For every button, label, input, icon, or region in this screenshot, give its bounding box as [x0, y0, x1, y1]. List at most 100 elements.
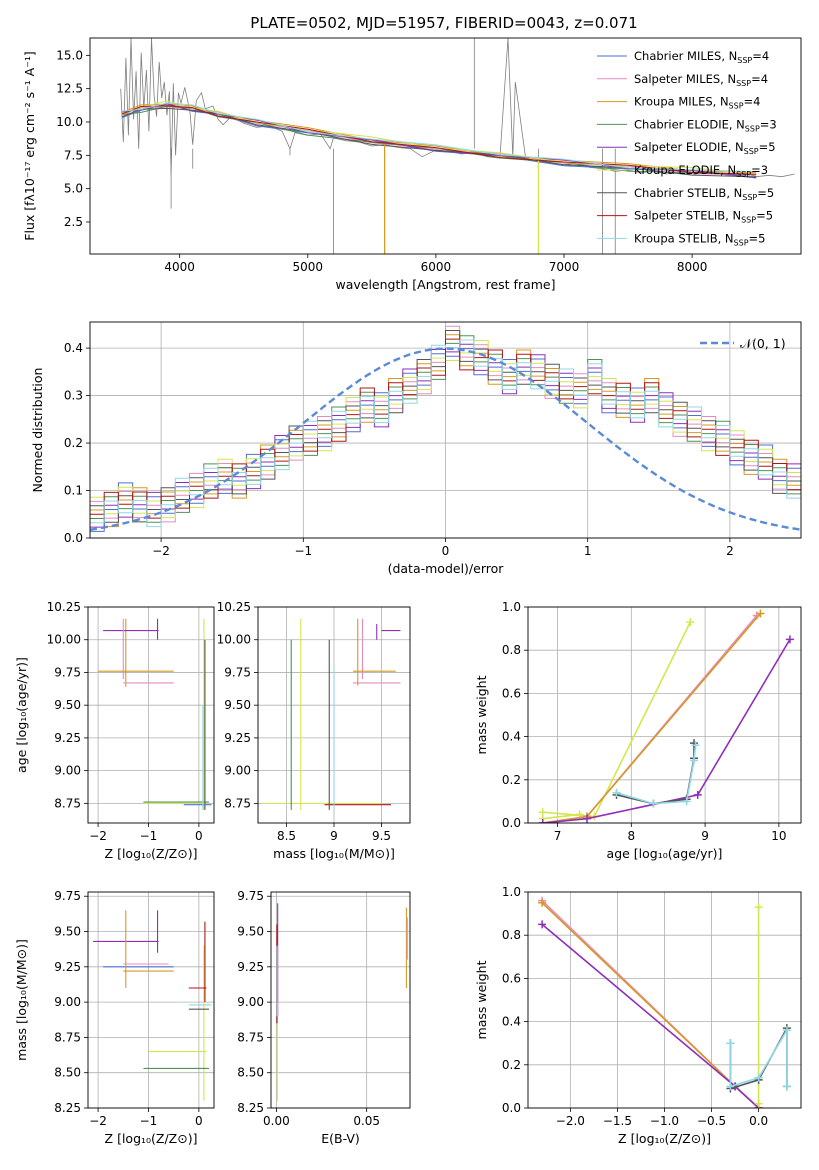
y-tick-label: 0.2 — [502, 773, 521, 787]
x-tick-label: 8.5 — [277, 829, 296, 843]
y-tick-label: 9.25 — [237, 960, 264, 974]
axes-frame — [89, 37, 802, 255]
x-axis-label: Z [log₁₀(Z/Z⊙)] — [618, 1131, 711, 1146]
plot-content — [90, 325, 801, 532]
plot-content — [262, 618, 401, 810]
x-axis-label: age [log₁₀(age/yr)] — [607, 846, 723, 861]
plot-area — [88, 607, 214, 823]
weight-marker — [726, 1039, 735, 1048]
weight-marker — [754, 903, 763, 912]
x-tick-label: 7000 — [549, 260, 580, 274]
x-tick-label: 2 — [726, 544, 734, 558]
plot-area — [271, 892, 410, 1108]
axes-frame — [257, 606, 411, 824]
x-tick-label: −2 — [89, 1114, 107, 1128]
y-tick-label: 0.2 — [502, 1058, 521, 1072]
weight-marker — [686, 618, 695, 627]
y-tick-label: 0.0 — [502, 816, 521, 830]
y-tick-label: 2.5 — [64, 215, 83, 229]
x-axis-label: (data-model)/error — [388, 561, 505, 576]
y-tick-label: 9.50 — [54, 925, 81, 939]
y-tick-label: 9.75 — [54, 665, 81, 679]
figure-title: PLATE=0502, MJD=51957, FIBERID=0043, z=0… — [250, 14, 637, 32]
plot-content — [276, 903, 408, 1101]
y-tick-label: 8.50 — [54, 1066, 81, 1080]
y-tick-label: 12.5 — [56, 82, 83, 96]
legend: 𝒩(0, 1) — [700, 336, 786, 351]
panel-age_vs_mass: 8.5 9 9.5 8.75 9.00 9.25 9.50 9.75 10.00 10.25 mas… — [217, 600, 411, 861]
y-tick-label: 0.4 — [502, 1015, 521, 1029]
plot-content — [93, 910, 212, 1101]
model-spectrum-line — [121, 102, 757, 173]
legend-label: Chabrier ELODIE, NSSP=3 — [634, 117, 777, 133]
legend-label: Kroupa ELODIE, NSSP=3 — [634, 163, 768, 179]
y-tick-label: 10.00 — [47, 633, 81, 647]
axes-frame — [89, 321, 802, 539]
weight-marker — [690, 756, 699, 765]
plot-content — [538, 609, 794, 823]
y-tick-label: 15.0 — [56, 48, 83, 62]
y-tick-label: 0.8 — [502, 928, 521, 942]
histogram-series — [90, 330, 801, 523]
x-tick-label: 8000 — [677, 260, 708, 274]
weight-marker — [754, 1073, 763, 1082]
y-axis-label: mass [log₁₀(M/M⊙)] — [14, 939, 29, 1061]
weight-line — [542, 638, 791, 823]
x-axis-label: wavelength [Angstrom, rest frame] — [335, 277, 555, 292]
legend-label: 𝒩(0, 1) — [740, 336, 786, 351]
y-tick-label: 10.00 — [217, 633, 251, 647]
y-axis-label: mass weight — [474, 960, 489, 1039]
x-tick-label: −1 — [140, 1114, 158, 1128]
panel-age_vs_Z: −2 −1 0 8.75 9.00 9.25 9.50 9.75 10.00 10.25 Z [lo… — [14, 600, 215, 861]
plot-area — [528, 607, 801, 823]
y-tick-label: 8.25 — [54, 1101, 81, 1115]
histogram-series — [90, 325, 801, 523]
y-axis-label: mass weight — [474, 675, 489, 754]
x-tick-label: −2 — [89, 829, 107, 843]
weight-marker — [782, 1082, 791, 1091]
y-tick-label: 10.0 — [56, 115, 83, 129]
weight-marker — [782, 1026, 791, 1035]
panel-spectrum: 4000 5000 6000 7000 8000 2.5 5.0 7.5 10.0 12.5 15.… — [22, 37, 802, 292]
weight-marker — [754, 1099, 763, 1108]
histogram-series — [90, 348, 801, 532]
y-tick-label: 0.0 — [64, 531, 83, 545]
weight-marker — [538, 898, 547, 907]
axes-frame — [87, 606, 215, 824]
y-tick-label: 0.8 — [502, 643, 521, 657]
y-tick-label: 8.75 — [237, 1030, 264, 1044]
histogram-series — [90, 339, 801, 528]
legend-label: Chabrier STELIB, NSSP=5 — [634, 186, 774, 202]
y-tick-label: 0.1 — [64, 484, 83, 498]
x-tick-label: −2 — [152, 544, 170, 558]
y-tick-label: 0.3 — [64, 389, 83, 403]
legend-label: Salpeter ELODIE, NSSP=5 — [634, 140, 776, 156]
histogram-series — [90, 334, 801, 528]
histogram-series — [90, 343, 801, 528]
y-tick-label: 0.6 — [502, 686, 521, 700]
legend-label: Salpeter MILES, NSSP=4 — [634, 72, 768, 88]
weight-marker — [612, 788, 621, 797]
y-tick-label: 9.75 — [237, 889, 264, 903]
y-tick-label: 9.75 — [54, 889, 81, 903]
y-tick-label: 5.0 — [64, 182, 83, 196]
y-tick-label: 9.50 — [54, 698, 81, 712]
y-tick-label: 8.50 — [237, 1066, 264, 1080]
panel-weight_vs_Z: −2.0 −1.5 −1.0 −0.5 0.0 0.0 0.2 0.4 0.6 0.8 1.0 Z [… — [474, 885, 802, 1146]
panel-mass_vs_Z: −2 −1 0 8.25 8.50 8.75 9.00 9.25 9.50 9.75 Z [log₁… — [14, 889, 215, 1146]
x-tick-label: 1 — [584, 544, 592, 558]
weight-marker — [756, 609, 765, 618]
panel-weight_vs_age: 7 8 9 10 0.0 0.2 0.4 0.6 0.8 1.0 age [log₁₀(age/yr… — [474, 600, 802, 861]
model-spectrum-line — [121, 107, 757, 178]
y-tick-label: 8.75 — [54, 1030, 81, 1044]
x-tick-label: 0.0 — [749, 1114, 768, 1128]
y-tick-label: 0.2 — [64, 436, 83, 450]
y-tick-label: 0.0 — [502, 1101, 521, 1115]
x-tick-label: 5000 — [293, 260, 324, 274]
plot-content — [120, 38, 795, 254]
y-axis-label: Normed distribution — [30, 368, 45, 493]
y-tick-label: 9.00 — [54, 764, 81, 778]
plot-content — [538, 896, 791, 1108]
y-tick-label: 0.4 — [502, 730, 521, 744]
x-tick-label: 6000 — [421, 260, 452, 274]
